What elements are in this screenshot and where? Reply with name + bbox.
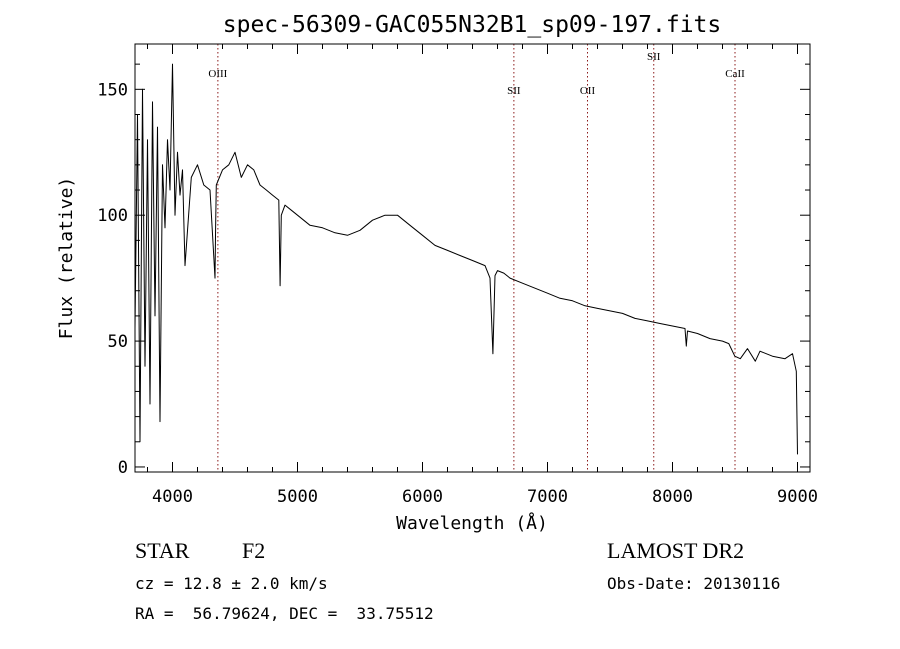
- marker-label: OIII: [208, 68, 227, 80]
- x-tick-label: 4000: [152, 487, 193, 507]
- redshift-velocity: cz = 12.8 ± 2.0 km/s: [135, 574, 328, 593]
- y-tick-label: 100: [97, 206, 128, 226]
- x-tick-label: 8000: [652, 487, 693, 507]
- marker-label: SII: [647, 51, 661, 63]
- y-tick-label: 50: [108, 332, 128, 352]
- marker-label: CaII: [725, 68, 745, 80]
- spectrum-line: [134, 63, 798, 455]
- survey-name: LAMOST DR2: [607, 538, 745, 563]
- plot-frame: [134, 43, 811, 473]
- x-tick-label: 9000: [777, 487, 818, 507]
- spectral-subclass: F2: [242, 538, 266, 563]
- y-tick-label: 0: [118, 458, 128, 478]
- y-axis-ticks: 0 50 100 150: [97, 63, 810, 478]
- x-tick-label: 7000: [527, 487, 568, 507]
- marker-label: OII: [580, 85, 596, 97]
- chart-title: spec-56309-GAC055N32B1_sp09-197.fits: [223, 12, 722, 38]
- object-class: STAR: [135, 538, 190, 563]
- emission-line-markers: OIII SII OII SII CaII: [208, 44, 745, 472]
- y-tick-label: 150: [97, 80, 128, 100]
- y-axis-label: Flux (relative): [56, 177, 77, 340]
- marker-label: SII: [507, 85, 521, 97]
- x-tick-label: 6000: [402, 487, 443, 507]
- coordinates: RA = 56.79624, DEC = 33.75512: [135, 604, 434, 623]
- spectrum-series: [134, 63, 798, 455]
- x-axis-ticks: 4000 5000 6000 7000 8000 9000: [147, 44, 818, 507]
- x-axis-label: Wavelength (Å): [396, 512, 548, 534]
- x-tick-label: 5000: [277, 487, 318, 507]
- observation-date: Obs-Date: 20130116: [607, 574, 781, 593]
